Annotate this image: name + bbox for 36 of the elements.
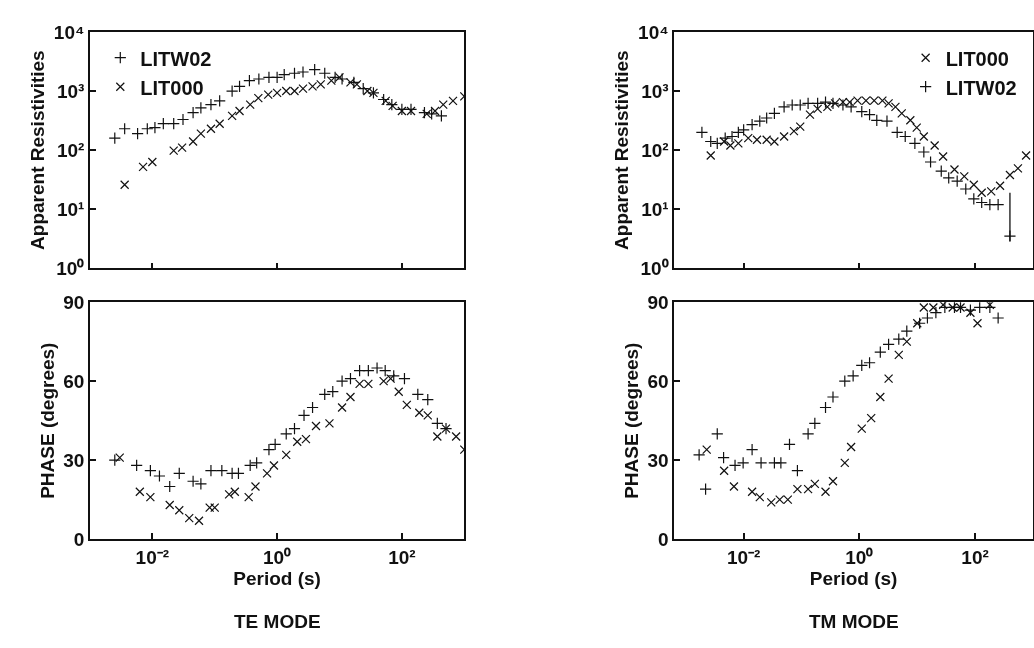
y-tick-label: 10³ xyxy=(641,80,669,102)
text: TM MODE xyxy=(809,611,899,632)
y-tick-label: 30 xyxy=(63,449,85,471)
y-tick-label: 30 xyxy=(647,449,669,471)
legend-label: LIT000 xyxy=(945,47,1009,70)
x-tick-label: 10⁰ xyxy=(845,546,874,568)
text: TE MODE xyxy=(234,611,321,632)
y-tick-label: 10⁰ xyxy=(640,257,669,279)
y-axis-title: PHASE (degrees) xyxy=(620,342,642,499)
x-axis-title: Period (s) xyxy=(809,567,898,589)
y-tick-label: 60 xyxy=(647,370,669,392)
x-tick-label: 10⁻² xyxy=(135,546,170,568)
y-tick-label: 90 xyxy=(63,291,85,313)
y-tick-label: 10² xyxy=(56,139,85,161)
x-axis-title: Period (s) xyxy=(233,567,321,589)
x-tick-label: 10⁰ xyxy=(263,546,292,568)
y-axis-title: Apparent Resistivities xyxy=(611,50,633,250)
y-tick-label: 0 xyxy=(73,528,85,550)
y-tick-label: 10¹ xyxy=(56,198,85,220)
x-tick-label: 10² xyxy=(388,546,416,568)
x-tick-label: 10⁻² xyxy=(726,546,761,568)
y-tick-label: 10⁴ xyxy=(638,21,669,43)
legend-label: LITW02 xyxy=(140,47,212,70)
y-axis-title: Apparent Resistivities xyxy=(27,50,49,250)
y-tick-label: 10⁴ xyxy=(53,21,85,43)
y-tick-label: 0 xyxy=(658,528,669,550)
legend-label: LITW02 xyxy=(945,76,1017,99)
y-axis-title: PHASE (degrees) xyxy=(36,342,58,499)
y-tick-label: 10³ xyxy=(56,80,85,102)
y-tick-label: 90 xyxy=(647,291,669,313)
y-tick-label: 60 xyxy=(63,370,85,392)
y-tick-label: 10¹ xyxy=(641,198,669,220)
y-tick-label: 10² xyxy=(641,139,669,161)
x-tick-label: 10² xyxy=(961,546,989,568)
y-tick-label: 10⁰ xyxy=(56,257,85,279)
legend-label: LIT000 xyxy=(140,76,204,99)
